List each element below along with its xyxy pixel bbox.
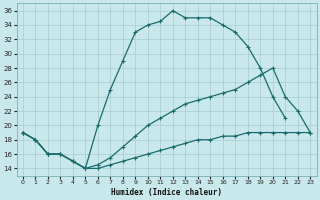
X-axis label: Humidex (Indice chaleur): Humidex (Indice chaleur) (111, 188, 222, 197)
